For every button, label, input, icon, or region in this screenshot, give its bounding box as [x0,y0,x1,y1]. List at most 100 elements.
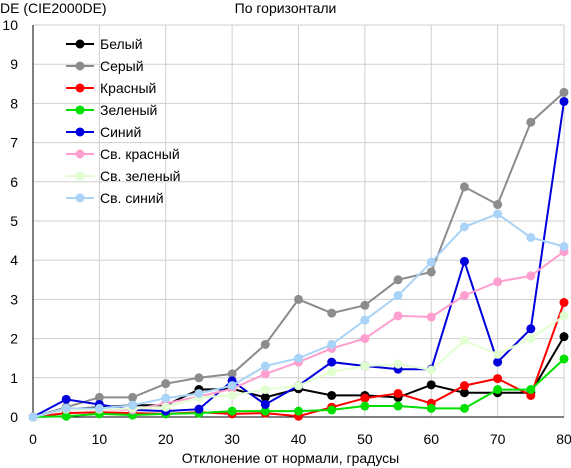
data-point [559,332,569,342]
data-point [161,402,171,412]
legend: Белый Серый Красный Зеленый Синий Св. красный… [66,36,180,206]
data-point [61,403,71,413]
data-point [128,392,138,402]
legend-item: Красный [66,80,156,96]
y-axis-label: DE (CIE2000DE) [0,0,107,16]
x-tick-label: 0 [29,431,37,447]
legend-item: Св. красный [66,146,180,162]
data-point [526,385,536,395]
data-point [426,267,436,277]
data-point [161,393,171,403]
x-tick-label: 40 [291,431,307,447]
data-point [459,290,469,300]
data-point [194,373,204,383]
legend-label: Синий [100,124,141,140]
data-point [161,379,171,389]
data-point [327,357,337,367]
data-point [94,403,104,413]
data-point [493,374,503,384]
data-point [559,87,569,97]
x-tick-label: 30 [224,431,240,447]
y-tick-label: 0 [10,409,18,425]
data-point [426,380,436,390]
legend-label: Белый [100,36,143,52]
data-point [260,369,270,379]
data-point [294,406,303,416]
legend-swatch-marker [75,149,85,159]
data-point [526,324,536,334]
y-tick-label: 7 [10,135,18,151]
data-point [493,357,503,367]
legend-item: Св. синий [66,190,164,206]
y-tick-label: 4 [10,252,18,268]
data-point [294,294,303,304]
data-point [227,381,237,391]
data-point [128,400,138,410]
legend-item: Св. зеленый [66,168,180,184]
data-point [260,392,270,402]
data-point [526,271,536,281]
data-point [393,275,403,285]
data-point [327,308,337,318]
data-point [260,339,270,349]
data-point [360,393,370,403]
data-point [426,257,436,267]
data-point [194,404,204,414]
data-point [493,385,503,395]
data-point [61,394,71,404]
series [28,87,569,422]
data-point [459,182,469,192]
legend-swatch-marker [75,39,85,49]
data-point [227,369,237,379]
legend-swatch-marker [75,61,85,71]
data-point [493,209,503,219]
data-point [360,401,370,411]
legend-label: Зеленый [100,102,157,118]
legend-item: Серый [66,58,144,74]
data-point [393,311,403,321]
data-point [559,96,569,106]
data-point [327,405,337,415]
data-point [294,381,303,391]
legend-swatch-marker [75,105,85,115]
data-point [360,361,370,371]
x-tick-label: 10 [92,431,108,447]
data-point [393,388,403,398]
data-point [459,403,469,413]
legend-label: Красный [100,80,156,96]
data-point [294,353,303,363]
data-point [526,334,536,344]
y-tick-label: 9 [10,56,18,72]
data-point [360,315,370,325]
data-point [94,392,104,402]
data-point [493,277,503,287]
data-point [260,399,270,409]
data-point [459,388,469,398]
data-point [393,401,403,411]
data-point [459,256,469,266]
data-point [393,359,403,369]
legend-label: Св. синий [100,190,164,206]
y-tick-label: 10 [2,17,18,33]
data-point [194,388,204,398]
data-point [459,336,469,346]
data-point [459,222,469,232]
legend-item: Зеленый [66,102,157,118]
legend-swatch-marker [75,127,85,137]
data-point [426,312,436,322]
legend-item: Белый [66,36,143,52]
x-tick-label: 80 [556,431,571,447]
y-tick-label: 2 [10,331,18,347]
data-point [227,406,237,416]
x-tick-label: 50 [357,431,373,447]
data-point [493,349,503,359]
data-point [360,334,370,344]
series-8 [28,209,569,422]
data-point [426,365,436,375]
data-point [393,290,403,300]
data-point [327,390,337,400]
y-tick-label: 1 [10,370,18,386]
y-tick-label: 3 [10,291,18,307]
legend-label: Св. зеленый [100,168,180,184]
